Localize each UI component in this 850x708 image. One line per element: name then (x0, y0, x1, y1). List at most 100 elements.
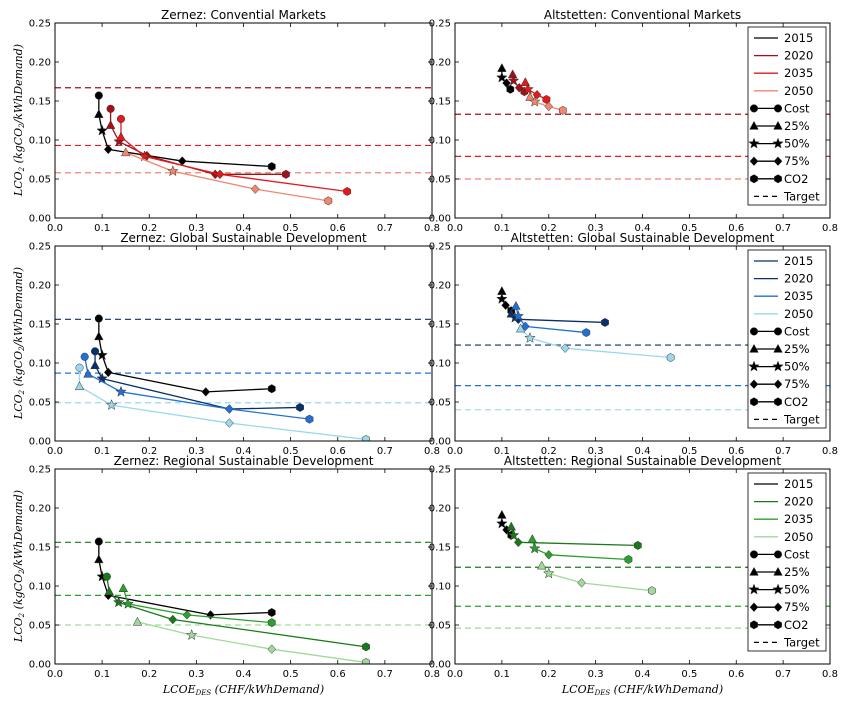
data-point (506, 521, 516, 531)
panel-zernez-regional: Zernez: Regional Sustainable Development… (12, 454, 440, 697)
x-tick-label: 0.7 (775, 669, 791, 680)
data-point (94, 109, 104, 118)
x-tick-label: 0.4 (635, 446, 651, 457)
y-tick-label: 0.10 (29, 136, 51, 147)
x-tick-label: 0.2 (141, 669, 157, 680)
data-point (296, 402, 304, 412)
x-tick-label: 0.3 (588, 223, 604, 234)
data-point (558, 105, 567, 115)
legend-label: 50% (784, 583, 810, 597)
y-tick-label: 0.25 (29, 242, 51, 253)
x-tick-label: 0.6 (728, 446, 744, 457)
legend-label: CO2 (784, 395, 808, 409)
data-point (515, 323, 526, 333)
data-point (520, 77, 531, 86)
y-tick-label: 0.20 (429, 504, 451, 515)
data-point (94, 331, 104, 341)
x-axis-label: LCOEDES (CHF/kWhDemand) (162, 683, 324, 697)
x-tick-label: 0.2 (541, 446, 557, 457)
data-point (528, 95, 541, 107)
panel-altstetten-global: Altstetten: Global Sustainable Developme… (429, 231, 838, 457)
axes-frame (454, 468, 831, 665)
series-line-2020 (106, 576, 367, 648)
data-point (90, 360, 100, 369)
data-point (267, 384, 276, 394)
legend-label: 25% (784, 342, 810, 356)
data-point (267, 644, 277, 654)
data-point (511, 300, 521, 310)
data-point (514, 82, 524, 93)
x-tick-label: 0.0 (447, 446, 463, 457)
panel-title: Zernez: Convential Markets (161, 8, 326, 22)
legend-label: 2050 (784, 530, 813, 544)
legend-label: 2015 (784, 477, 813, 491)
data-point (513, 537, 523, 548)
data-point (94, 91, 103, 100)
x-tick-label: 0.4 (236, 446, 252, 457)
series-line-2020 (94, 351, 301, 410)
legend-label: CO2 (784, 172, 808, 186)
y-tick-label: 0.05 (429, 398, 451, 409)
x-tick-label: 0.7 (377, 446, 393, 457)
y-tick-label: 0.20 (429, 58, 451, 69)
series-line-2050 (137, 621, 367, 664)
x-tick-label: 0.8 (424, 446, 440, 457)
y-tick-label: 0.05 (29, 175, 51, 186)
data-point (305, 414, 314, 424)
x-tick-label: 0.2 (141, 223, 157, 234)
series-line-2035 (84, 356, 310, 420)
data-point (105, 399, 118, 411)
series-line-2035 (122, 588, 272, 624)
legend-marker (774, 620, 782, 630)
data-point (497, 509, 507, 519)
data-point (225, 418, 234, 428)
legend-label: Cost (784, 324, 810, 338)
data-point (201, 387, 211, 397)
data-point (94, 537, 103, 546)
legend-box (747, 26, 827, 206)
legend-marker (748, 360, 760, 372)
legend-marker (749, 550, 759, 559)
legend-marker (750, 174, 758, 184)
legend-label: 2020 (784, 495, 813, 509)
data-point (512, 310, 525, 322)
legend-marker (774, 397, 782, 407)
data-point (507, 69, 518, 79)
data-point (501, 300, 510, 311)
data-point (132, 616, 143, 626)
data-point (524, 331, 536, 343)
y-tick-label: 0.20 (29, 58, 51, 69)
data-point (362, 642, 370, 652)
x-tick-label: 0.1 (94, 446, 110, 457)
series-line-2020 (510, 313, 606, 324)
axes-frame (54, 22, 433, 219)
x-tick-label: 0.7 (377, 223, 393, 234)
data-point (496, 292, 508, 304)
x-tick-label: 0.8 (424, 669, 440, 680)
y-axis-label: LCO2 (kgCO2/kWhDemand) (12, 490, 26, 643)
y-tick-label: 0.15 (29, 97, 51, 108)
legend-label: Target (783, 412, 820, 426)
legend-marker (750, 397, 758, 407)
data-point (112, 596, 125, 608)
data-point (647, 586, 656, 596)
legend-marker (772, 360, 784, 372)
data-point (74, 381, 85, 391)
y-tick-label: 0.15 (29, 320, 51, 331)
x-tick-label: 0.8 (424, 223, 440, 234)
y-tick-label: 0.25 (429, 19, 451, 30)
data-point (507, 529, 520, 541)
y-tick-label: 0.25 (29, 19, 51, 30)
data-point (96, 124, 108, 136)
legend-label: 2050 (784, 307, 813, 321)
legend-box (747, 472, 827, 652)
series-line-2050 (541, 565, 652, 592)
legend-label: 25% (784, 119, 810, 133)
data-point (666, 353, 675, 363)
legend-marker (772, 137, 784, 149)
data-point (166, 165, 179, 177)
data-point (94, 314, 103, 323)
data-point (362, 434, 370, 441)
data-point (343, 186, 352, 196)
legend-marker (773, 602, 783, 612)
